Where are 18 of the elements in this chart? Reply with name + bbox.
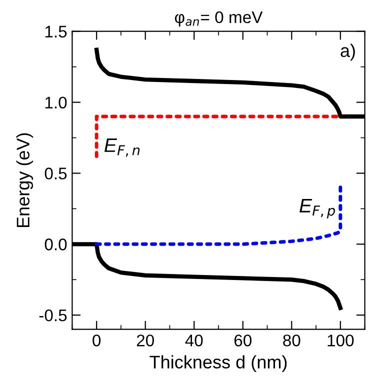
series-label: E$_{F,n}$ — [104, 138, 140, 157]
y-tick-label: 1.0 — [45, 96, 67, 108]
x-tick-label: 60 — [234, 334, 252, 346]
x-tick-label: 20 — [136, 334, 154, 346]
x-tick-label: 100 — [328, 334, 354, 346]
y-tick-label: -0.5 — [39, 309, 67, 322]
x-tick-label: 0 — [92, 334, 101, 346]
x-tick-label: 40 — [185, 334, 203, 346]
y-tick-label: 0.5 — [44, 168, 67, 180]
annotation: a) — [340, 44, 355, 61]
line-series — [94, 186, 342, 246]
y-tick-label: 1.5 — [45, 26, 67, 38]
x-tick-label: 80 — [283, 334, 300, 346]
series-label: E$_{F,p}$ — [300, 198, 335, 218]
chart-title: φ$_{an}$= 0 meV — [174, 11, 263, 26]
y-tick-label: 0.0 — [44, 238, 67, 250]
y-axis-title: Energy (eV) — [16, 133, 34, 228]
x-axis-title: Thickness d (nm) — [150, 355, 287, 372]
